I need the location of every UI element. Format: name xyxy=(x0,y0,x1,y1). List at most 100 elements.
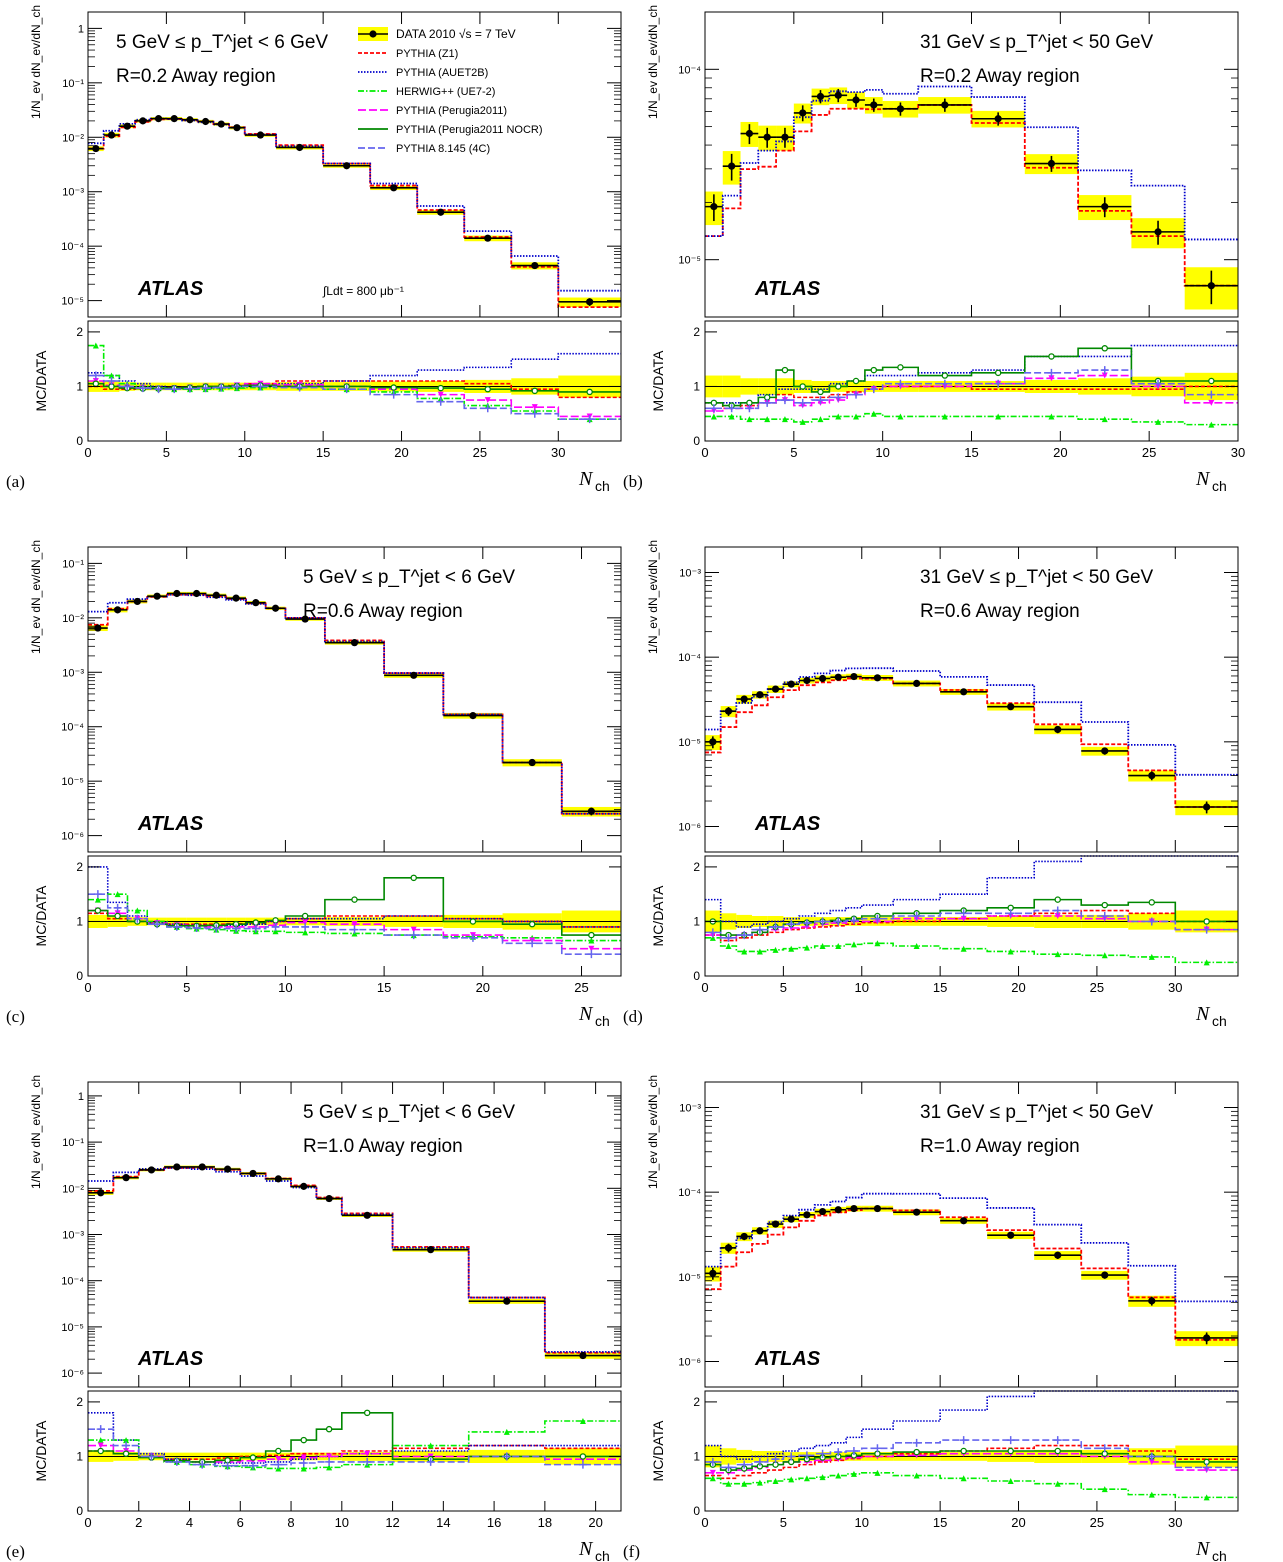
ratio-marker-perugia xyxy=(326,1453,333,1460)
xtick-label: 20 xyxy=(394,445,408,460)
ratio-marker-p8 xyxy=(468,933,477,942)
ratio-marker-nocr xyxy=(994,369,1002,377)
ratio-marker-p8 xyxy=(912,912,921,920)
ratio-marker-nocr xyxy=(275,1447,282,1455)
ratio-marker-p8 xyxy=(818,1449,827,1458)
xtick-label: 20 xyxy=(1053,445,1067,460)
data-point xyxy=(870,101,878,109)
ratio-marker-herwig xyxy=(874,940,881,947)
ytick-label: 10⁻⁶ xyxy=(61,831,84,843)
ratio-marker-p8 xyxy=(1047,368,1056,377)
ratio-marker-perugia xyxy=(364,1450,371,1457)
data-point xyxy=(781,133,789,141)
region-label: R=0.2 Away region xyxy=(116,66,276,87)
ratio-marker-herwig xyxy=(960,1475,967,1482)
ytick-label: 10⁻⁶ xyxy=(61,1368,84,1380)
region-label: R=0.2 Away region xyxy=(920,66,1080,87)
ratio-marker-herwig xyxy=(108,372,115,379)
ratio-marker-herwig xyxy=(579,1418,586,1424)
ratio-ylabel: MC/DATA xyxy=(650,350,666,412)
data-point xyxy=(941,101,949,109)
ratio-marker-perugia xyxy=(302,919,309,926)
ratio-marker-nocr xyxy=(941,372,949,379)
ratio-marker-herwig xyxy=(1148,953,1155,960)
main-ylabel: 1/N_ev dN_ev/dN_ch xyxy=(29,540,43,654)
main-ylabel: 1/N_ev dN_ev/dN_ch xyxy=(646,5,660,119)
ratio-ytick-label: 1 xyxy=(76,1449,83,1463)
ratio-marker-herwig xyxy=(853,413,860,420)
data-point xyxy=(363,1211,371,1219)
ratio-ytick-label: 0 xyxy=(76,434,83,448)
data-point xyxy=(192,589,201,598)
ratio-marker-herwig xyxy=(788,945,795,952)
xtick-label: 25 xyxy=(1090,1515,1104,1530)
ytick-label: 10⁻⁵ xyxy=(61,1322,84,1334)
ratio-marker-p8 xyxy=(740,1460,749,1469)
ratio-marker-herwig xyxy=(772,1478,779,1484)
mc-line-z1 xyxy=(705,677,1238,808)
ratio-marker-p8 xyxy=(849,1447,858,1455)
data-point xyxy=(710,203,718,211)
data-point xyxy=(153,592,161,600)
ratio-marker-perugia xyxy=(588,945,595,952)
atlas-label: ATLAS xyxy=(137,278,204,300)
ratio-marker-p8 xyxy=(528,939,537,948)
ratio-marker-herwig xyxy=(746,416,753,423)
ratio-marker-p8 xyxy=(436,397,445,406)
ytick-label: 10⁻⁴ xyxy=(678,652,701,664)
data-point xyxy=(296,143,304,152)
ytick-label: 10⁻⁵ xyxy=(678,1272,701,1284)
ratio-ylabel: MC/DATA xyxy=(33,885,49,947)
ratio-marker-herwig xyxy=(803,944,810,951)
ytick-label: 10⁻⁶ xyxy=(678,822,701,834)
xtick-label: 10 xyxy=(238,445,252,460)
ratio-marker-p8 xyxy=(1100,912,1109,920)
ratio-marker-herwig xyxy=(913,1472,920,1479)
ratio-marker-nocr xyxy=(92,380,100,387)
data-point xyxy=(834,1206,842,1214)
ratio-line-herwig xyxy=(88,344,621,420)
ratio-marker-nocr xyxy=(1007,1447,1014,1455)
data-point xyxy=(232,594,240,602)
atlas-label: ATLAS xyxy=(137,813,204,835)
ratio-marker-p8 xyxy=(271,922,280,931)
ratio-line-p8 xyxy=(88,893,621,955)
ratio-marker-nocr xyxy=(114,912,121,920)
ratio-marker-nocr xyxy=(586,388,593,396)
ratio-marker-p8 xyxy=(834,1448,843,1457)
ratio-marker-p8 xyxy=(834,917,843,926)
data-point xyxy=(223,1165,232,1173)
pt-range-label: 5 GeV ≤ p_T^jet < 6 GeV xyxy=(303,567,515,588)
panel-label: (e) xyxy=(6,1542,25,1561)
ratio-marker-p8 xyxy=(502,1452,511,1461)
ratio-marker-herwig xyxy=(94,896,101,903)
ytick-label: 10⁻⁵ xyxy=(61,296,84,308)
ratio-ytick-label: 0 xyxy=(693,434,700,448)
xtick-label: 0 xyxy=(701,445,708,460)
ratio-marker-p8 xyxy=(1202,1463,1211,1472)
ratio-ylabel: MC/DATA xyxy=(33,1420,49,1482)
data-point xyxy=(1148,1297,1156,1305)
ratio-marker-p8 xyxy=(113,903,122,912)
ratio-ytick-label: 2 xyxy=(76,325,83,339)
ratio-marker-nocr xyxy=(351,896,358,903)
ratio-marker-p8 xyxy=(727,404,736,413)
mc-line-z1 xyxy=(705,104,1238,287)
ratio-frame xyxy=(87,855,622,977)
xtick-label: 30 xyxy=(551,445,565,460)
ratio-marker-herwig xyxy=(300,1465,307,1472)
ratio-marker-perugia xyxy=(437,391,444,398)
ytick-label: 10⁻⁵ xyxy=(678,255,701,267)
data-point xyxy=(300,1182,308,1190)
ratio-marker-herwig xyxy=(850,1470,857,1477)
ratio-marker-p8 xyxy=(755,925,764,934)
ratio-line-z1 xyxy=(705,385,1238,410)
lumi-label: ∫Ldt = 800 μb⁻¹ xyxy=(322,284,404,298)
xtick-label: 20 xyxy=(1011,1515,1025,1530)
mc-line-auet2b xyxy=(88,593,621,815)
ratio-marker-p8 xyxy=(724,1463,733,1472)
ratio-marker-p8 xyxy=(1100,1444,1109,1453)
ratio-marker-p8 xyxy=(802,919,811,928)
